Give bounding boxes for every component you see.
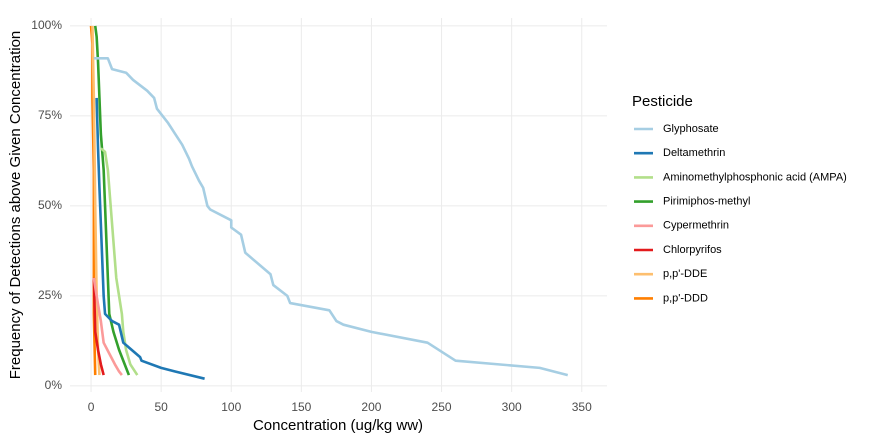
legend-label: Pirimiphos-methyl [663,196,750,208]
x-tick-label: 50 [154,400,168,414]
x-axis-title: Concentration (ug/kg ww) [253,417,423,434]
legend-label: p,p'-DDD [663,292,708,304]
series-line [95,97,205,380]
legend-label: Glyphosate [663,123,719,135]
y-tick-label: 0% [45,378,63,392]
legend-label: Cypermethrin [663,220,729,232]
legend-label: Deltamethrin [663,147,725,159]
legend-label: Aminomethylphosphonic acid (AMPA) [663,171,847,183]
y-tick-label: 75% [38,108,62,122]
x-tick-label: 100 [221,400,241,414]
series-line [93,25,131,376]
x-tick-label: 150 [291,400,311,414]
series-line [93,57,569,377]
legend-label: Chlorpyrifos [663,244,722,256]
y-tick-label: 25% [38,288,62,302]
y-tick-label: 100% [31,18,62,32]
legend-title: Pesticide [632,93,693,110]
grid [70,18,607,392]
x-tick-label: 350 [572,400,592,414]
x-tick-label: 250 [432,400,452,414]
x-tick-label: 300 [502,400,522,414]
series-line [100,147,139,376]
series-line [92,277,123,376]
x-tick-label: 200 [361,400,381,414]
legend-label: p,p'-DDE [663,268,707,280]
series-line [92,277,105,376]
x-tick-label: 0 [88,400,95,414]
y-axis-title: Frequency of Detections above Given Conc… [7,31,24,380]
y-tick-label: 50% [38,198,62,212]
